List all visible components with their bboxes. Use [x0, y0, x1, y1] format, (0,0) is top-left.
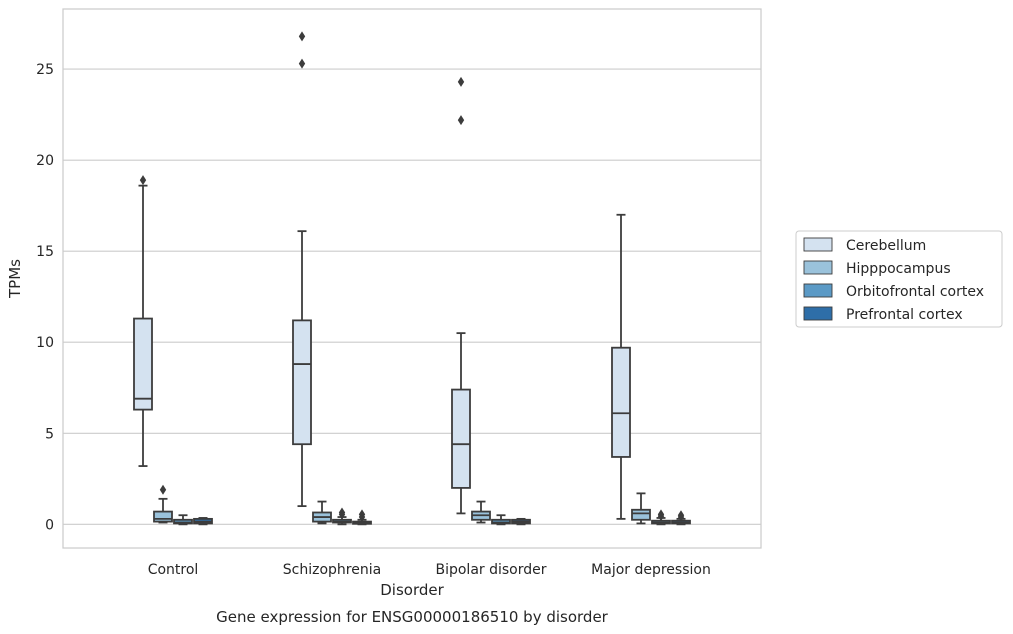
- box-bipolar-disorder: [491, 514, 511, 526]
- outlier-point: [657, 509, 665, 520]
- box-iqr: [173, 518, 193, 525]
- series-hipppocampus: [153, 484, 651, 525]
- box-iqr: [631, 508, 651, 521]
- box-iqr: [451, 388, 471, 489]
- box-bipolar-disorder: [451, 76, 471, 515]
- box-major-depression: [651, 509, 671, 526]
- outlier-point: [457, 76, 465, 87]
- box-major-depression: [611, 213, 631, 520]
- y-tick-label: 15: [36, 244, 54, 260]
- box-bipolar-disorder: [511, 517, 531, 526]
- legend-swatch: [803, 237, 833, 252]
- x-tick-label: Major depression: [591, 562, 711, 578]
- y-axis-title: TPMs: [6, 259, 24, 299]
- box-plot-series: [133, 31, 691, 526]
- x-tick-labels: Control Schizophrenia Bipolar disorder Majo…: [148, 562, 711, 578]
- legend-label: Orbitofrontal cortex: [846, 284, 984, 300]
- y-tick-label: 20: [36, 153, 54, 169]
- box-bipolar-disorder: [471, 500, 491, 524]
- box-control: [133, 175, 153, 467]
- y-tick-label: 0: [45, 517, 54, 533]
- x-tick-label: Control: [148, 562, 199, 578]
- legend-swatch: [803, 306, 833, 321]
- box-control: [193, 517, 213, 526]
- box-iqr: [491, 518, 511, 525]
- legend-swatch: [803, 260, 833, 275]
- legend-label: Cerebellum: [846, 238, 926, 254]
- legend-label: Prefrontal cortex: [846, 307, 963, 323]
- box-control: [153, 484, 173, 524]
- outlier-point: [298, 58, 306, 69]
- box-iqr: [292, 319, 312, 446]
- series-cerebellum: [133, 31, 631, 520]
- x-axis-title: Disorder: [380, 581, 444, 599]
- box-schizophrenia: [332, 507, 352, 526]
- outlier-point: [338, 507, 346, 518]
- plot-frame: [62, 8, 762, 549]
- series-prefrontal-cortex: [193, 509, 691, 526]
- box-iqr: [133, 317, 153, 411]
- legend-frame: [795, 230, 1003, 328]
- legend-swatch: [803, 283, 833, 298]
- series-orbitofrontal-cortex: [173, 507, 671, 526]
- box-iqr: [611, 346, 631, 458]
- chart-caption: Gene expression for ENSG00000186510 by d…: [216, 608, 609, 626]
- x-tick-label: Schizophrenia: [283, 562, 381, 578]
- x-tick-label: Bipolar disorder: [435, 562, 546, 578]
- outlier-point: [677, 510, 685, 521]
- y-tick-labels: 0 5 10 15 20 25: [36, 62, 54, 533]
- y-tick-label: 25: [36, 62, 54, 78]
- legend: Cerebellum Hipppocampus Orbitofrontal cort…: [795, 230, 1003, 328]
- grid-lines: [63, 68, 761, 525]
- y-tick-label: 10: [36, 335, 54, 351]
- box-schizophrenia: [292, 31, 312, 508]
- legend-label: Hipppocampus: [846, 261, 951, 277]
- box-control: [173, 514, 193, 526]
- box-schizophrenia: [312, 500, 332, 525]
- outlier-point: [358, 509, 366, 520]
- box-iqr: [153, 510, 173, 523]
- outlier-point: [298, 31, 306, 42]
- box-major-depression: [671, 510, 691, 526]
- outlier-point: [139, 175, 147, 186]
- outlier-point: [457, 115, 465, 126]
- outlier-point: [159, 484, 167, 495]
- box-major-depression: [631, 492, 651, 525]
- box-schizophrenia: [352, 509, 372, 526]
- y-tick-label: 5: [45, 426, 54, 442]
